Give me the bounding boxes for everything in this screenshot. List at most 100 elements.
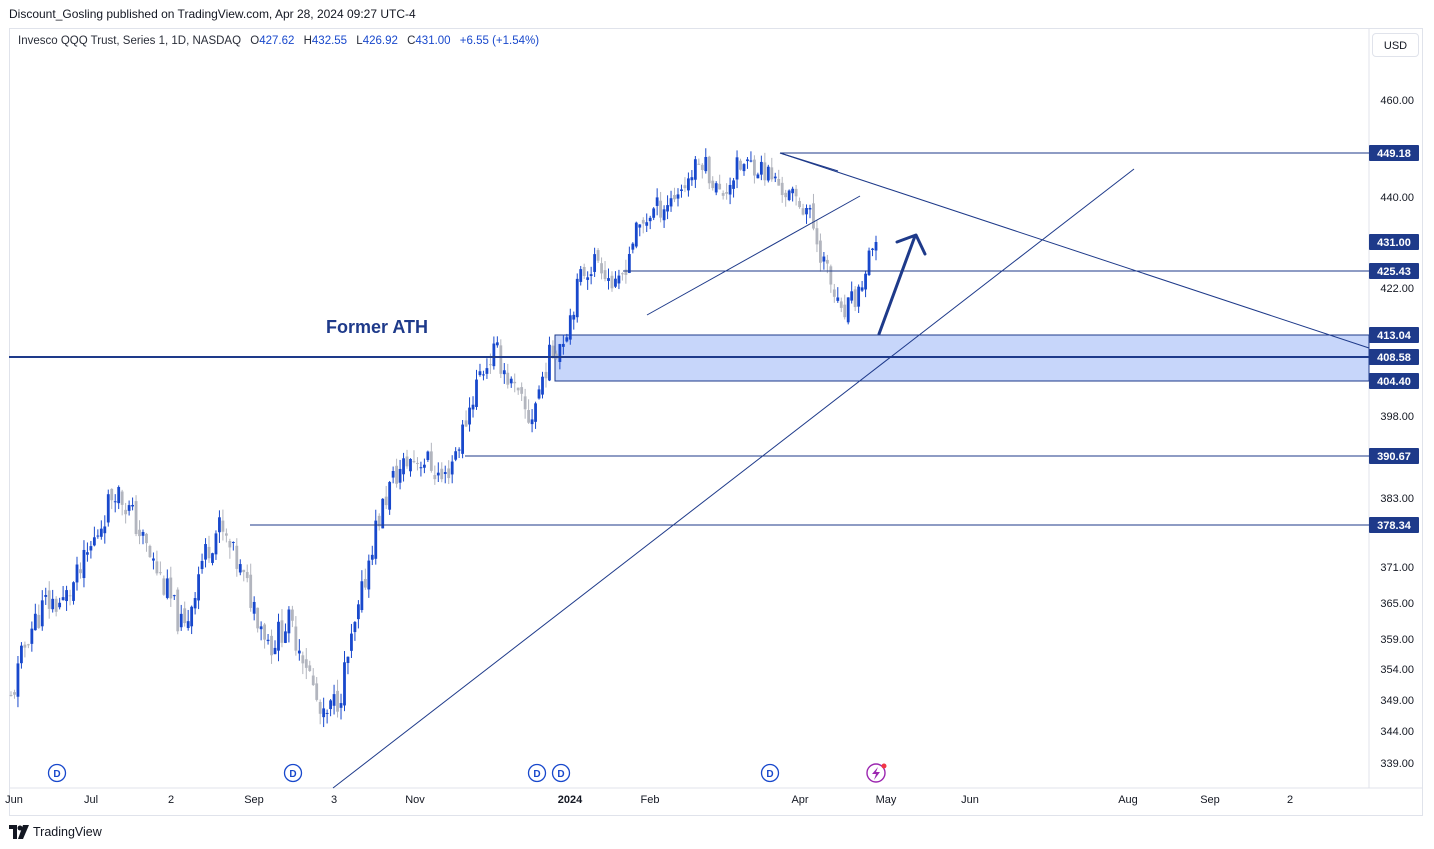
level-price-label: 449.18 (1369, 145, 1419, 161)
candle (124, 502, 128, 524)
candle (106, 489, 110, 527)
candle (169, 566, 173, 607)
candle (297, 639, 301, 661)
dividend-marker[interactable]: D (760, 763, 780, 783)
candle (645, 213, 649, 232)
candle (224, 528, 228, 543)
candle (732, 177, 735, 198)
dividend-marker[interactable]: D (551, 763, 571, 783)
ascending-trendline[interactable] (332, 168, 1135, 789)
publisher-text: Discount_Gosling published on TradingVie… (9, 7, 416, 21)
svg-text:449.18: 449.18 (1377, 148, 1411, 160)
candle (464, 410, 468, 428)
candle (725, 183, 729, 200)
candle (582, 263, 586, 280)
candle (600, 257, 603, 280)
svg-text:378.34: 378.34 (1377, 520, 1412, 532)
candle (325, 709, 329, 724)
candle (617, 269, 621, 290)
candle (145, 532, 148, 552)
earnings-icon[interactable] (866, 763, 887, 783)
candle (680, 184, 683, 198)
candle (798, 197, 801, 209)
dividend-marker[interactable]: D (47, 763, 67, 783)
candle (339, 693, 343, 720)
candle (211, 552, 214, 566)
candle (33, 603, 37, 631)
candle (422, 458, 426, 474)
candle (662, 205, 666, 228)
candle (742, 163, 746, 176)
candle (718, 174, 722, 190)
candle (148, 544, 152, 558)
candle (165, 569, 169, 600)
x-axis-tick: Jun (5, 794, 23, 806)
dividend-marker[interactable]: D (527, 763, 547, 783)
candle (37, 604, 41, 629)
candle (343, 651, 346, 712)
candle (13, 689, 16, 699)
x-axis-tick: Apr (791, 794, 808, 806)
dividend-marker[interactable]: D (283, 763, 303, 783)
candle (374, 509, 378, 565)
candle (329, 699, 332, 717)
svg-text:390.67: 390.67 (1377, 451, 1411, 463)
candle (270, 629, 273, 664)
candle (794, 185, 798, 206)
candle (530, 409, 534, 433)
y-axis-tick: 349.00 (1380, 695, 1414, 707)
candle (520, 382, 524, 401)
x-axis-tick: Jun (961, 794, 979, 806)
change-value: +6.55 (+1.54%) (459, 35, 540, 47)
svg-text:D: D (289, 769, 296, 780)
candle (860, 280, 864, 292)
candle (280, 609, 284, 648)
candle (377, 513, 381, 531)
y-axis-tick: 440.00 (1380, 192, 1414, 204)
former-ath-label[interactable]: Former ATH (326, 317, 428, 337)
candle (749, 151, 753, 163)
candle (610, 271, 614, 292)
x-axis-tick: 3 (331, 794, 337, 806)
y-axis-tick: 460.00 (1380, 95, 1414, 107)
high-label: H (303, 35, 312, 47)
candle (228, 538, 232, 559)
candle (683, 177, 687, 193)
candle (478, 363, 482, 377)
candle (586, 271, 590, 290)
level-price-label: 408.58 (1369, 349, 1419, 365)
candle (158, 561, 162, 576)
wedge-upper-line[interactable] (779, 152, 839, 172)
y-axis-tick: 383.00 (1380, 493, 1414, 505)
candle (54, 596, 58, 617)
candle (26, 643, 30, 649)
descending-trendline[interactable] (779, 152, 1370, 349)
candle (402, 452, 405, 482)
symbol-name[interactable]: Invesco QQQ Trust, Series 1, 1D, NASDAQ (18, 35, 242, 47)
svg-text:D: D (533, 769, 540, 780)
candle (176, 587, 180, 635)
candle (756, 172, 760, 179)
candle (238, 559, 242, 576)
close-label: C (407, 35, 416, 47)
x-axis-tick: Feb (641, 794, 660, 806)
candle (231, 541, 235, 551)
candle (457, 447, 461, 459)
candle (513, 373, 517, 393)
tradingview-logo-icon (9, 825, 29, 839)
wedge-lower-line[interactable] (646, 195, 861, 316)
candle (252, 596, 256, 621)
candle (475, 369, 478, 410)
currency-button[interactable]: USD (1372, 33, 1419, 57)
projection-arrow[interactable] (877, 233, 927, 336)
candle (534, 401, 537, 429)
candle (79, 562, 82, 579)
candle (141, 529, 145, 545)
candle (436, 462, 440, 483)
candle (249, 563, 253, 612)
candle (506, 363, 510, 389)
candle (440, 462, 444, 483)
candle (360, 570, 364, 613)
svg-text:D: D (557, 769, 564, 780)
